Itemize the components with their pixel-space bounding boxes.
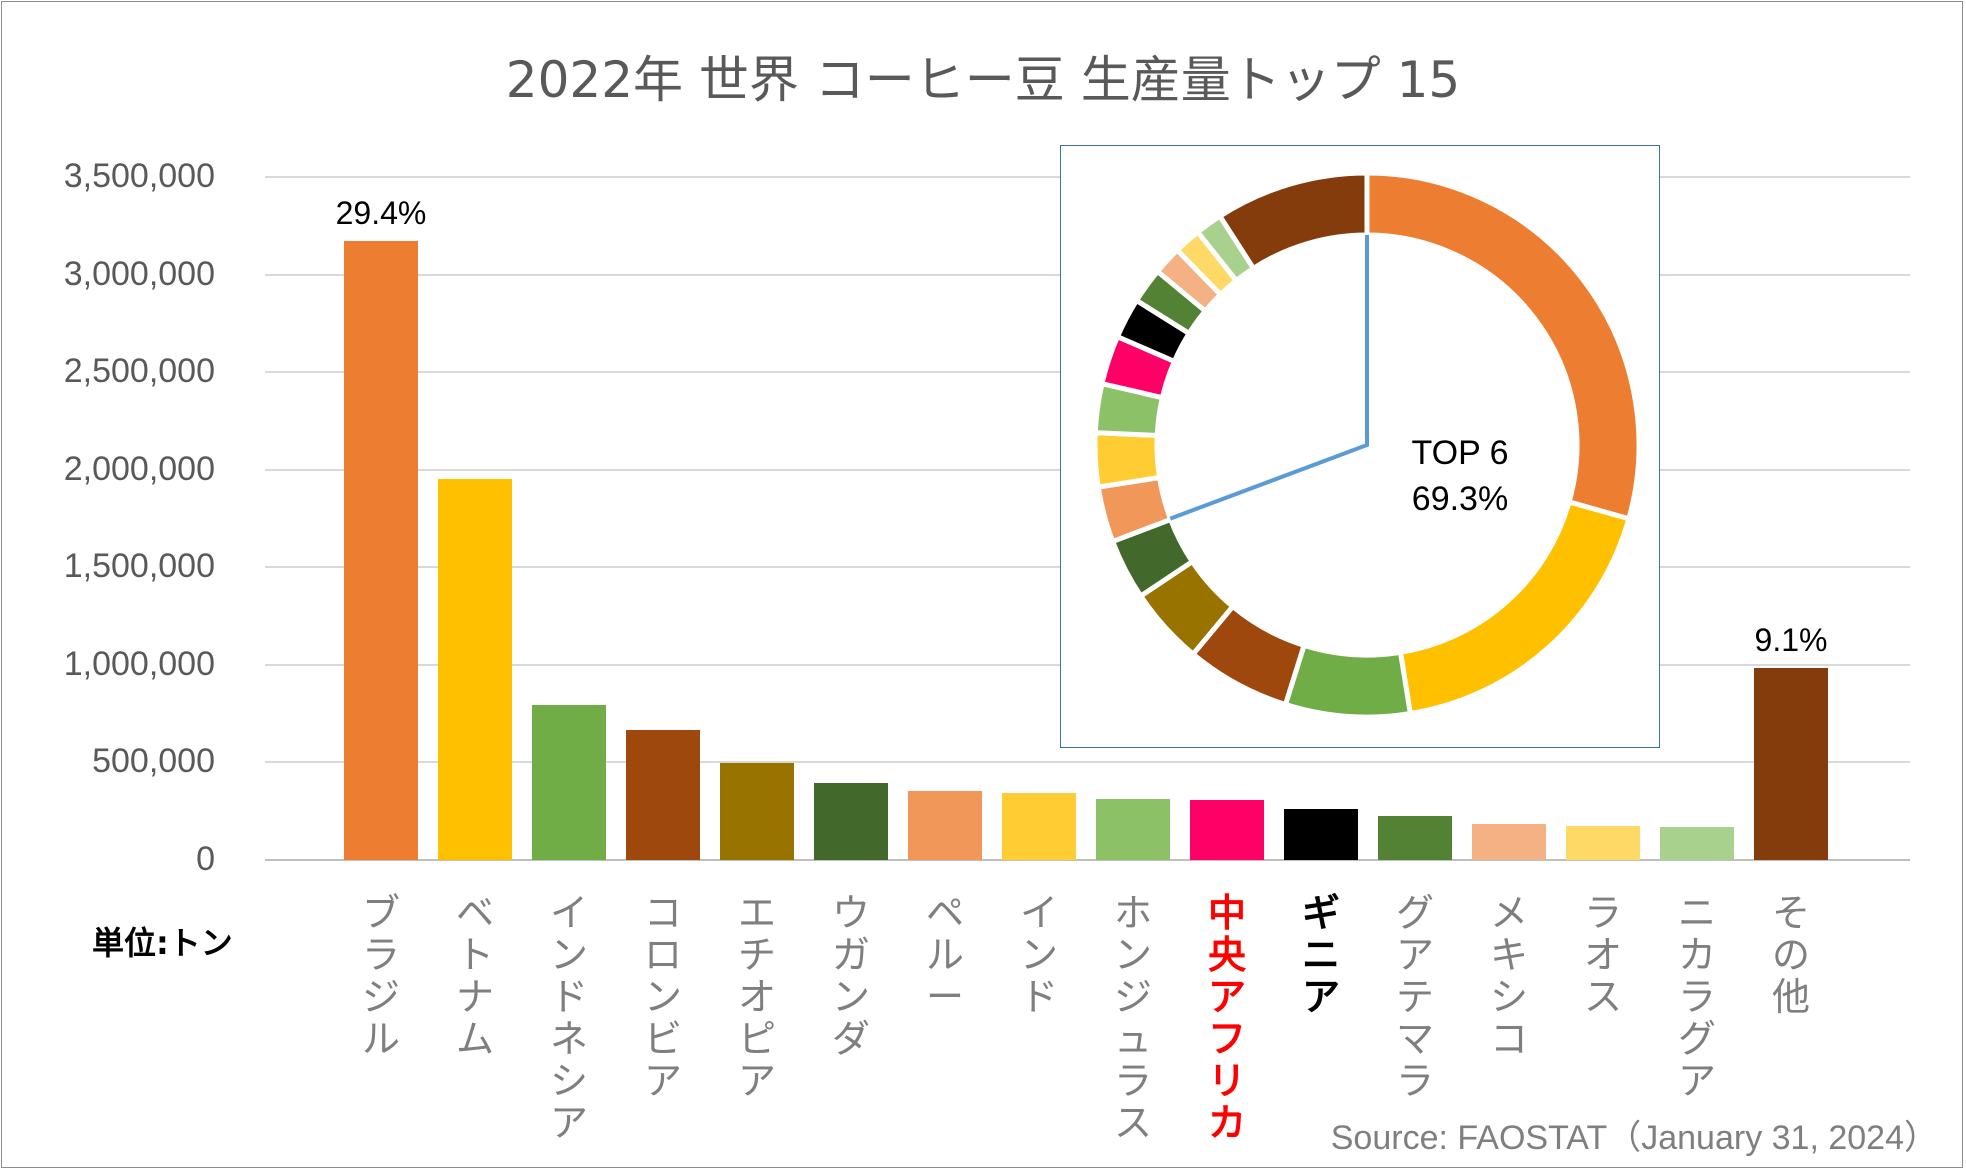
- x-tick-label: ブラジル: [361, 891, 400, 1061]
- x-tick-label: コロンビア: [643, 891, 682, 1103]
- bar-12: [1472, 824, 1546, 860]
- bar-10: [1284, 809, 1358, 860]
- x-tick-label: ホンジュラス: [1113, 891, 1152, 1145]
- donut-center-label: TOP 6 69.3%: [1400, 430, 1520, 522]
- donut-slice-2: [1282, 642, 1414, 720]
- x-tick-label: グアテマラ: [1395, 891, 1434, 1103]
- x-tick-label: 中央アフリカ: [1207, 891, 1246, 1145]
- donut-slice-1: [1397, 498, 1632, 717]
- bar-4: [720, 763, 794, 860]
- bar-7: [1002, 793, 1076, 860]
- bar-13: [1566, 825, 1640, 860]
- x-tick-label: インドネシア: [549, 891, 588, 1145]
- y-tick-label: 3,500,000: [63, 157, 215, 195]
- x-tick-label: ベトナム: [455, 891, 494, 1061]
- donut-center-value: 69.3%: [1411, 480, 1509, 518]
- gridline: [265, 859, 1910, 861]
- data-label: 29.4%: [335, 194, 427, 231]
- y-tick-label: 3,000,000: [63, 254, 215, 293]
- donut-slice-15: [1216, 170, 1370, 272]
- x-tick-label: エチオピア: [737, 891, 776, 1103]
- y-tick-label: 2,500,000: [63, 352, 215, 391]
- x-tick-label: ニカラグア: [1677, 891, 1716, 1103]
- x-tick-label: その他: [1771, 891, 1810, 1019]
- bar-3: [626, 730, 700, 860]
- y-tick-label: 1,500,000: [63, 547, 215, 586]
- bar-15: [1754, 667, 1828, 860]
- bar-9: [1190, 799, 1264, 860]
- x-tick-label: ギニア: [1301, 891, 1340, 1019]
- bar-5: [814, 783, 888, 860]
- x-tick-label: ウガンダ: [831, 891, 870, 1061]
- gridline: [265, 761, 1910, 764]
- y-tick-label: 500,000: [92, 742, 215, 781]
- source-note: Source: FAOSTAT（January 31, 2024）: [1330, 1119, 1938, 1157]
- x-tick-label: インド: [1019, 891, 1058, 1019]
- bar-11: [1378, 816, 1452, 860]
- x-tick-label: ペルー: [925, 891, 964, 1019]
- chart-title: 2022年 世界 コーヒー豆 生産量トップ 15: [505, 51, 1461, 109]
- donut-center-title: TOP 6: [1411, 434, 1509, 472]
- x-tick-label: メキシコ: [1489, 891, 1528, 1061]
- y-tick-label: 2,000,000: [63, 449, 215, 488]
- bar-14: [1660, 826, 1734, 860]
- top6-indicator-line: [1169, 235, 1369, 521]
- y-tick-label: 1,000,000: [63, 644, 215, 683]
- bar-2: [532, 704, 606, 860]
- x-tick-label: ラオス: [1583, 891, 1622, 1019]
- unit-label: 単位:トン: [92, 924, 233, 962]
- y-tick-label: 0: [196, 840, 215, 878]
- bar-8: [1096, 798, 1170, 860]
- bar-0: [344, 240, 418, 860]
- bar-1: [438, 478, 512, 860]
- data-label: 9.1%: [1754, 621, 1828, 658]
- donut-slice-7: [1092, 430, 1163, 490]
- bar-6: [908, 790, 982, 860]
